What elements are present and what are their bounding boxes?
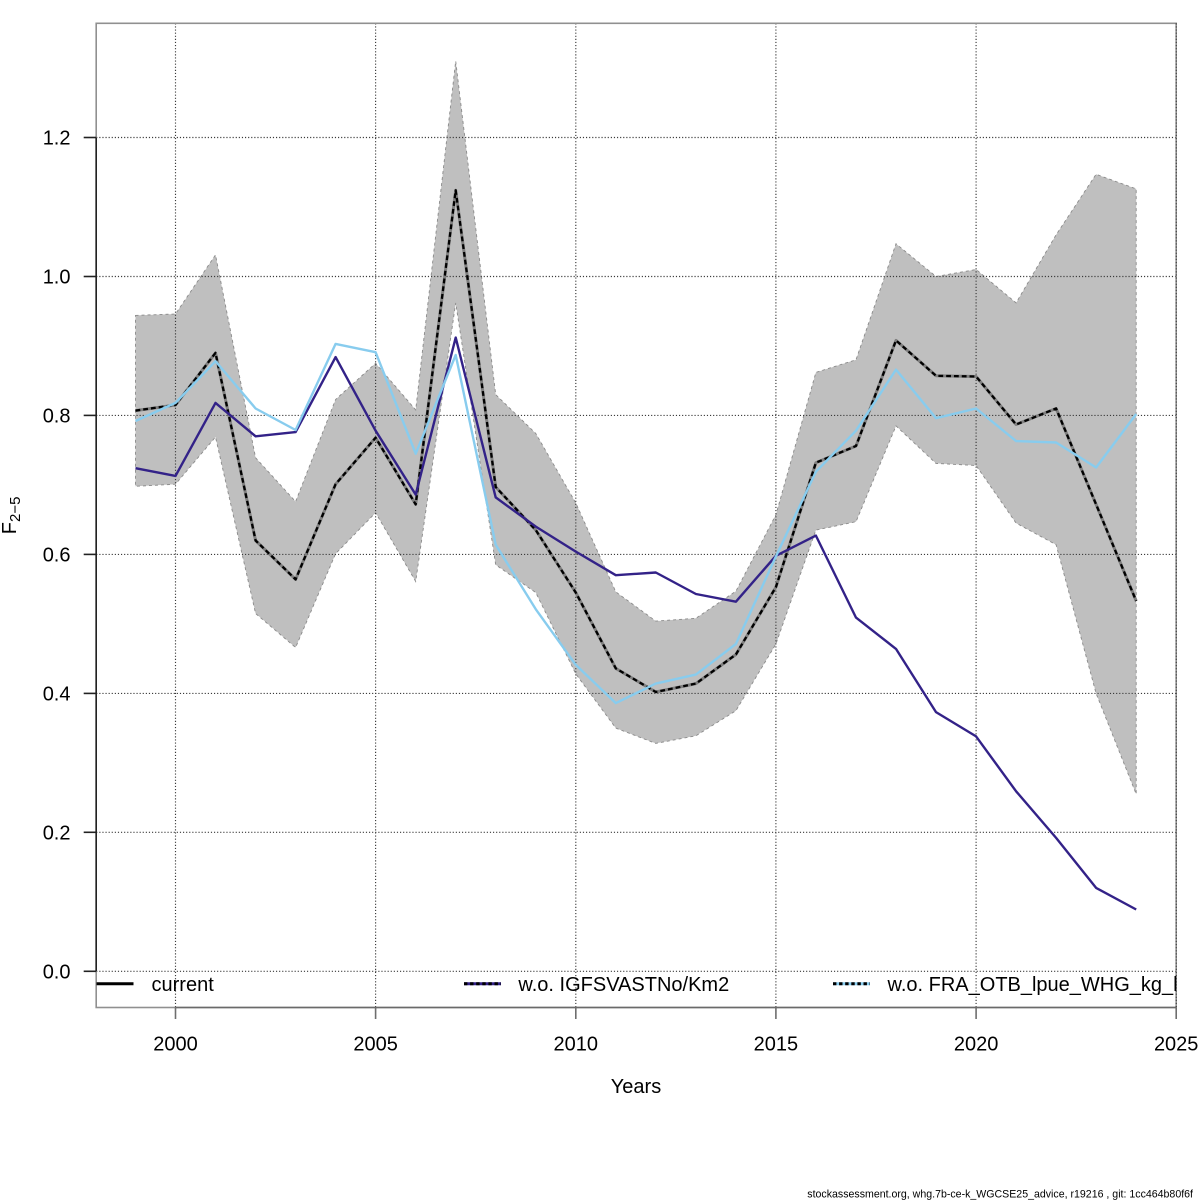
svg-text:1.0: 1.0 — [43, 267, 71, 289]
svg-text:1.2: 1.2 — [43, 128, 71, 150]
svg-text:2015: 2015 — [754, 1034, 799, 1056]
svg-text:0.8: 0.8 — [43, 405, 71, 427]
svg-text:0.0: 0.0 — [43, 961, 71, 983]
svg-text:stockassessment.org, whg.7b-ce: stockassessment.org, whg.7b-ce-k_WGCSE25… — [807, 1189, 1193, 1200]
svg-text:2005: 2005 — [353, 1034, 398, 1056]
svg-text:2010: 2010 — [554, 1034, 599, 1056]
svg-text:0.6: 0.6 — [43, 544, 71, 566]
svg-text:current: current — [152, 974, 215, 996]
svg-text:2025: 2025 — [1154, 1034, 1199, 1056]
svg-text:Years: Years — [611, 1076, 661, 1098]
svg-text:2000: 2000 — [153, 1034, 198, 1056]
svg-text:0.2: 0.2 — [43, 822, 71, 844]
svg-text:2020: 2020 — [954, 1034, 999, 1056]
svg-text:0.4: 0.4 — [43, 683, 71, 705]
svg-text:w.o. IGFSVASTNo/Km2: w.o. IGFSVASTNo/Km2 — [517, 974, 729, 996]
svg-text:w.o. FRA_OTB_lpue_WHG_kg_h: w.o. FRA_OTB_lpue_WHG_kg_h — [887, 974, 1185, 996]
